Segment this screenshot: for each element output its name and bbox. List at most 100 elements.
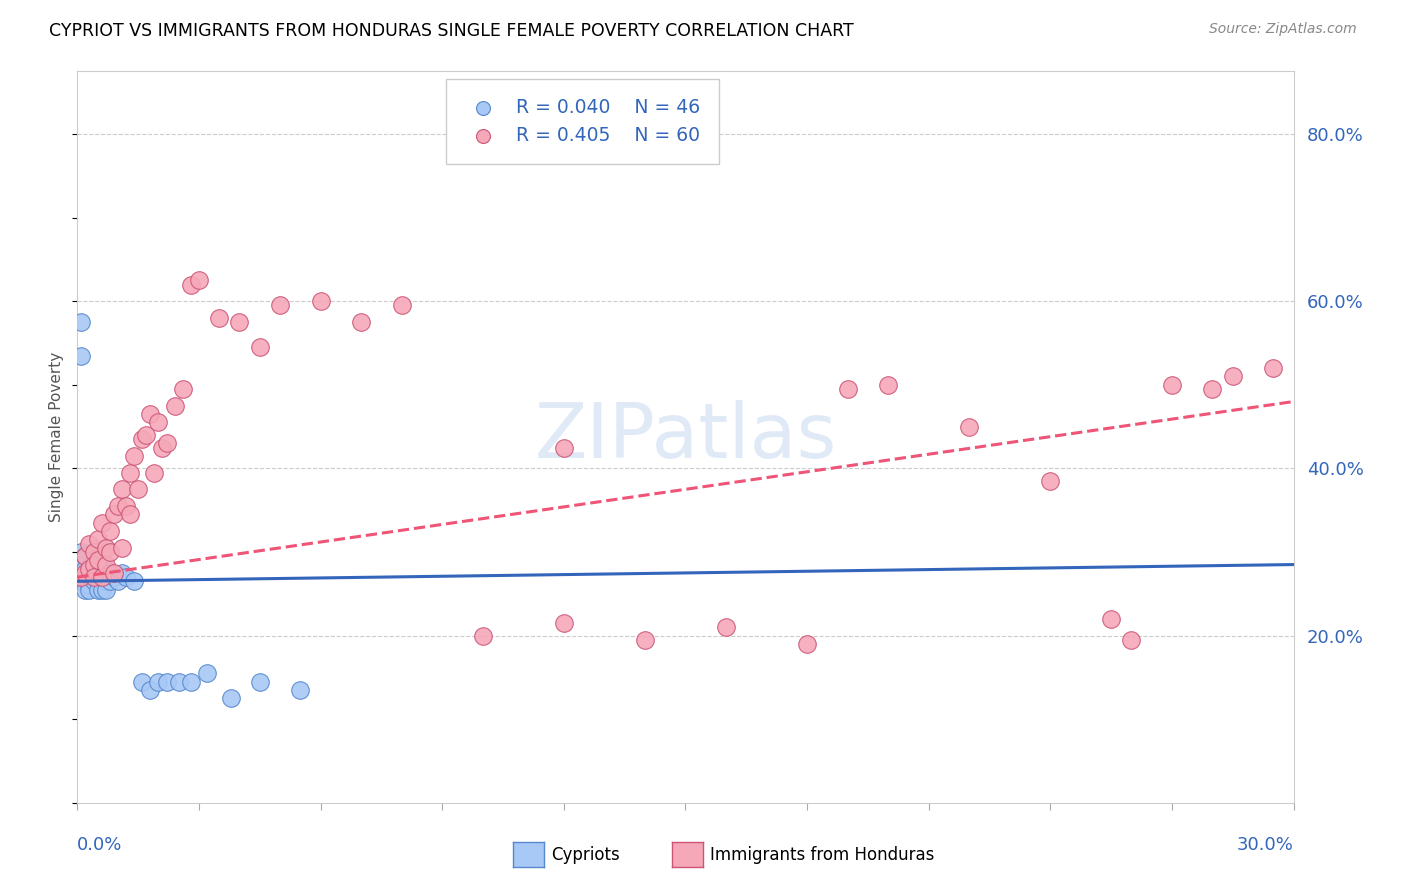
- Point: [290, 682, 312, 697]
- Point: [269, 298, 291, 312]
- Point: [98, 545, 121, 559]
- Point: [471, 629, 494, 643]
- Point: [86, 574, 108, 589]
- Point: [94, 574, 117, 589]
- Text: 0.0%: 0.0%: [77, 836, 122, 854]
- Legend:  R = 0.040    N = 46,  R = 0.405    N = 60: R = 0.040 N = 46, R = 0.405 N = 60: [451, 85, 713, 158]
- Point: [714, 620, 737, 634]
- Point: [75, 570, 97, 584]
- Point: [391, 298, 413, 312]
- Text: CYPRIOT VS IMMIGRANTS FROM HONDURAS SINGLE FEMALE POVERTY CORRELATION CHART: CYPRIOT VS IMMIGRANTS FROM HONDURAS SING…: [49, 22, 853, 40]
- Point: [90, 570, 112, 584]
- Point: [1099, 612, 1122, 626]
- Point: [228, 315, 250, 329]
- Point: [98, 524, 121, 538]
- Point: [115, 499, 138, 513]
- Point: [208, 310, 231, 325]
- Point: [1263, 361, 1285, 376]
- Point: [83, 553, 105, 567]
- Point: [796, 637, 818, 651]
- Point: [249, 340, 271, 354]
- Point: [70, 315, 93, 329]
- Point: [83, 545, 105, 559]
- Point: [103, 508, 125, 522]
- Point: [79, 574, 101, 589]
- Point: [83, 574, 105, 589]
- Point: [90, 566, 112, 580]
- Point: [118, 508, 141, 522]
- Point: [139, 682, 162, 697]
- Point: [172, 382, 194, 396]
- Point: [70, 349, 93, 363]
- Point: [634, 632, 657, 647]
- Point: [79, 536, 101, 550]
- Point: [79, 562, 101, 576]
- Point: [98, 574, 121, 589]
- Point: [155, 674, 177, 689]
- Point: [111, 483, 134, 497]
- Text: 30.0%: 30.0%: [1237, 836, 1294, 854]
- Point: [135, 428, 157, 442]
- Point: [94, 562, 117, 576]
- Point: [90, 574, 112, 589]
- Point: [195, 666, 218, 681]
- Point: [139, 407, 162, 421]
- Point: [79, 578, 101, 592]
- Point: [83, 562, 105, 576]
- Point: [90, 516, 112, 530]
- Point: [1222, 369, 1244, 384]
- Point: [94, 558, 117, 572]
- Point: [90, 558, 112, 572]
- Point: [90, 582, 112, 597]
- Point: [1201, 382, 1223, 396]
- Point: [98, 566, 121, 580]
- Point: [94, 541, 117, 555]
- Point: [131, 674, 153, 689]
- Point: [143, 466, 166, 480]
- Text: Immigrants from Honduras: Immigrants from Honduras: [710, 846, 935, 863]
- Point: [103, 566, 125, 580]
- Point: [122, 449, 145, 463]
- Point: [83, 570, 105, 584]
- Point: [155, 436, 177, 450]
- Point: [148, 674, 170, 689]
- Point: [75, 562, 97, 576]
- Point: [350, 315, 373, 329]
- Point: [103, 570, 125, 584]
- Point: [79, 566, 101, 580]
- Point: [163, 399, 186, 413]
- Text: ZIPatlas: ZIPatlas: [534, 401, 837, 474]
- Point: [79, 582, 101, 597]
- Point: [1039, 474, 1062, 488]
- Y-axis label: Single Female Poverty: Single Female Poverty: [49, 352, 65, 522]
- Text: Cypriots: Cypriots: [551, 846, 620, 863]
- Point: [118, 466, 141, 480]
- Point: [86, 582, 108, 597]
- Point: [188, 273, 211, 287]
- Point: [107, 499, 129, 513]
- Point: [309, 294, 332, 309]
- Point: [86, 570, 108, 584]
- Point: [148, 416, 170, 430]
- Point: [86, 533, 108, 547]
- Point: [94, 582, 117, 597]
- Point: [553, 616, 575, 631]
- Point: [86, 566, 108, 580]
- Point: [75, 549, 97, 564]
- Point: [107, 574, 129, 589]
- Point: [79, 562, 101, 576]
- Point: [1161, 377, 1184, 392]
- Point: [86, 553, 108, 567]
- Point: [877, 377, 900, 392]
- Point: [131, 432, 153, 446]
- Point: [180, 277, 202, 292]
- Point: [122, 574, 145, 589]
- Point: [837, 382, 859, 396]
- Point: [957, 419, 980, 434]
- Point: [83, 558, 105, 572]
- Point: [167, 674, 190, 689]
- Point: [111, 566, 134, 580]
- Point: [70, 574, 93, 589]
- Point: [115, 570, 138, 584]
- Point: [75, 582, 97, 597]
